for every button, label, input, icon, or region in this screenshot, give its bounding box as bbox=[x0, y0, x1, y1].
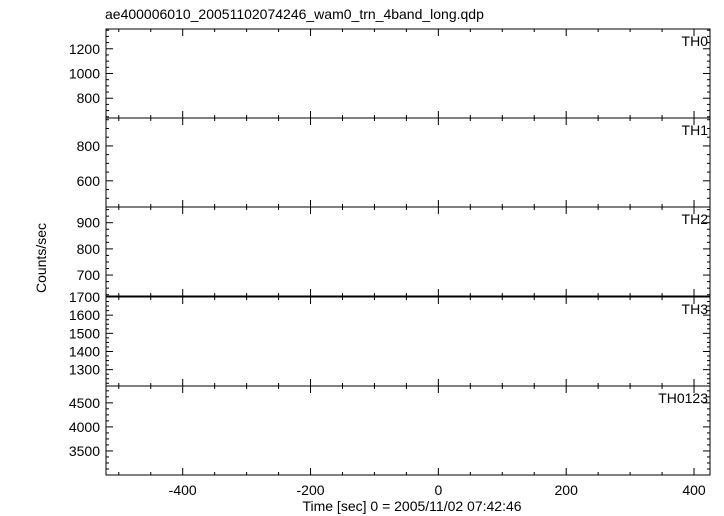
y-tick-label: 1500 bbox=[69, 325, 100, 341]
x-tick-label: 400 bbox=[682, 482, 706, 498]
chart-title: ae400006010_20051102074246_wam0_trn_4ban… bbox=[105, 6, 484, 22]
panel-label-th0123: TH0123 bbox=[658, 390, 708, 406]
x-axis: -400 -200 0 200 400 bbox=[169, 482, 706, 498]
y-tick-label: 1700 bbox=[69, 289, 100, 305]
y-tick-label: 4000 bbox=[69, 419, 100, 435]
panel-th0: 800 1000 1200 TH0 bbox=[69, 28, 711, 119]
panel-frame bbox=[105, 296, 711, 387]
y-tick-label: 1400 bbox=[69, 343, 100, 359]
panel-label-th3: TH3 bbox=[682, 301, 709, 317]
x-tick-label: -200 bbox=[297, 482, 325, 498]
y-tick-label: 3500 bbox=[69, 443, 100, 459]
panel-th2: 700 800 900 TH2 bbox=[77, 206, 711, 297]
y-tick-label: 800 bbox=[77, 241, 101, 257]
y-tick-label: 900 bbox=[77, 215, 101, 231]
panel-frame bbox=[105, 28, 711, 119]
y-tick-label: 700 bbox=[77, 267, 101, 283]
panel-th0123: 3500 4000 4500 TH0123 bbox=[69, 385, 711, 476]
x-tick-label: -400 bbox=[169, 482, 197, 498]
panel-label-th2: TH2 bbox=[682, 211, 709, 227]
panel-frame bbox=[105, 206, 711, 297]
panel-label-th1: TH1 bbox=[682, 122, 709, 138]
x-tick-label: 0 bbox=[434, 482, 442, 498]
y-tick-label: 1000 bbox=[69, 66, 100, 82]
y-axis-label: Counts/sec bbox=[33, 223, 49, 293]
y-tick-label: 600 bbox=[77, 173, 101, 189]
y-tick-label: 1300 bbox=[69, 362, 100, 378]
panel-th3: 1300 1400 1500 1600 1700 TH3 bbox=[69, 289, 711, 387]
y-tick-label: 800 bbox=[77, 138, 101, 154]
y-tick-label: 1600 bbox=[69, 307, 100, 323]
x-tick-label: 200 bbox=[555, 482, 579, 498]
panel-frame bbox=[105, 385, 711, 476]
panel-frame bbox=[105, 117, 711, 208]
panel-th1: 600 800 TH1 bbox=[77, 117, 711, 208]
y-tick-label: 4500 bbox=[69, 395, 100, 411]
x-axis-label: Time [sec] 0 = 2005/11/02 07:42:46 bbox=[302, 498, 521, 514]
panel-label-th0: TH0 bbox=[682, 33, 709, 49]
y-tick-label: 1200 bbox=[69, 41, 100, 57]
y-tick-label: 800 bbox=[77, 90, 101, 106]
